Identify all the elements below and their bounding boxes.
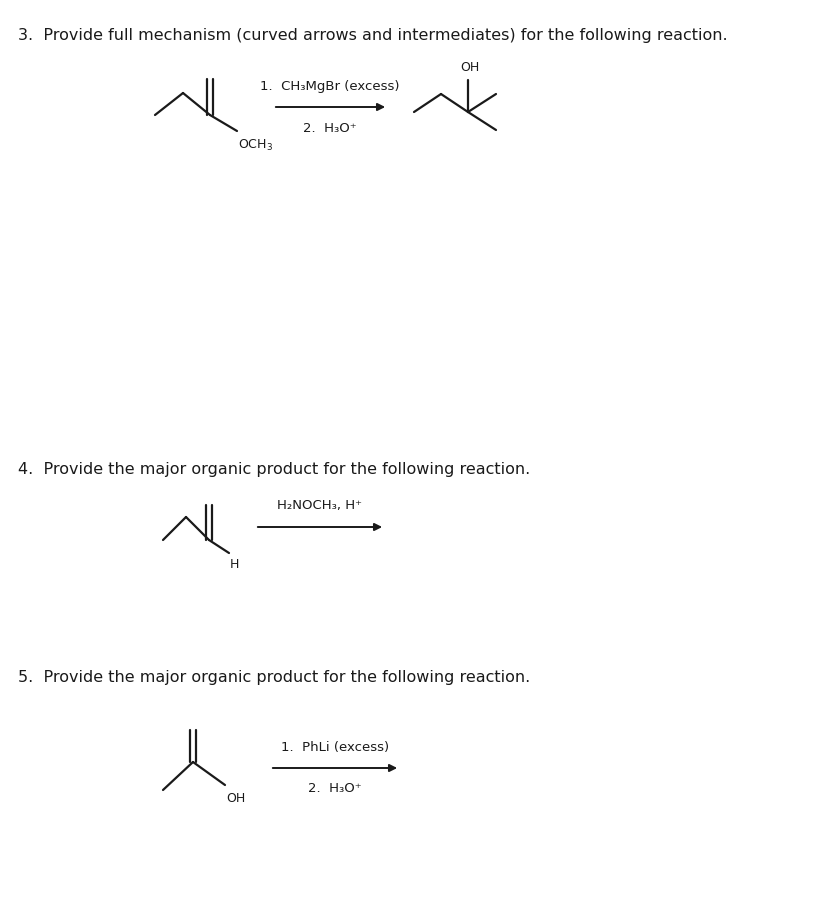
Text: H₂NOCH₃, H⁺: H₂NOCH₃, H⁺ bbox=[277, 499, 362, 512]
Text: 4.  Provide the major organic product for the following reaction.: 4. Provide the major organic product for… bbox=[18, 462, 529, 477]
Text: 2.  H₃O⁺: 2. H₃O⁺ bbox=[303, 122, 356, 135]
Text: 1.  CH₃MgBr (excess): 1. CH₃MgBr (excess) bbox=[260, 80, 399, 93]
Text: OH: OH bbox=[460, 61, 479, 74]
Text: 3.  Provide full mechanism (curved arrows and intermediates) for the following r: 3. Provide full mechanism (curved arrows… bbox=[18, 28, 727, 43]
Text: 2.  H₃O⁺: 2. H₃O⁺ bbox=[308, 782, 361, 795]
Text: 1.  PhLi (excess): 1. PhLi (excess) bbox=[280, 741, 389, 754]
Text: H: H bbox=[230, 558, 239, 571]
Text: OCH$_3$: OCH$_3$ bbox=[237, 138, 273, 153]
Text: 5.  Provide the major organic product for the following reaction.: 5. Provide the major organic product for… bbox=[18, 670, 529, 685]
Text: OH: OH bbox=[226, 792, 245, 805]
